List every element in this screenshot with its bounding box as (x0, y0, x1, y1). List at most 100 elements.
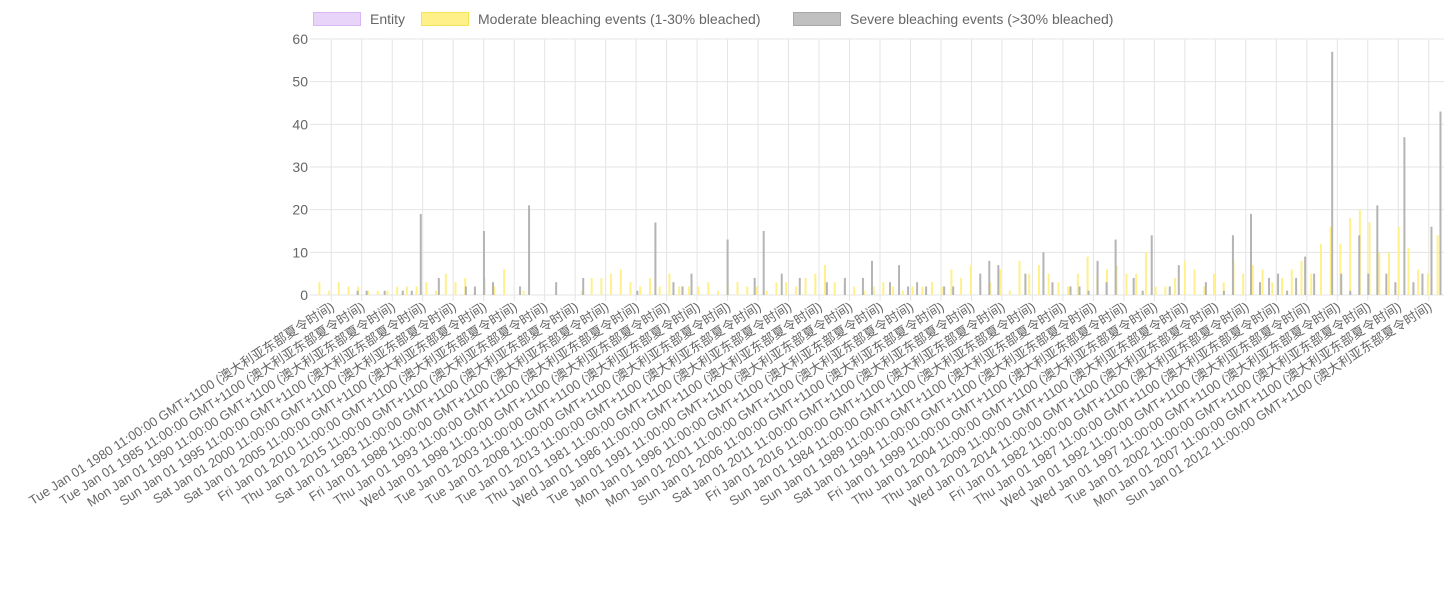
legend-swatch-severe (793, 12, 841, 26)
moderate-bar (736, 282, 739, 295)
severe-bar (1286, 290, 1289, 295)
moderate-bar (853, 286, 856, 295)
y-tick-label: 30 (292, 159, 308, 175)
y-tick-label: 20 (292, 202, 308, 218)
moderate-bar (1261, 269, 1264, 295)
severe-bar (1367, 273, 1370, 295)
moderate-bar (989, 282, 992, 295)
severe-bar (1132, 277, 1135, 295)
moderate-bar (824, 265, 827, 295)
severe-bar (1150, 235, 1153, 295)
severe-bar (690, 273, 693, 295)
moderate-bar (882, 282, 885, 295)
severe-bar (861, 277, 864, 295)
legend-item-severe[interactable]: Severe bleaching events (>30% bleached) (793, 11, 1113, 27)
moderate-bar (629, 282, 632, 295)
moderate-bar (1281, 277, 1284, 295)
moderate-bar (755, 286, 758, 295)
moderate-bar (522, 290, 525, 295)
severe-bar (1051, 282, 1054, 295)
moderate-bar (619, 269, 622, 295)
severe-bar (419, 213, 422, 295)
moderate-bar (405, 286, 408, 295)
moderate-bar (697, 286, 700, 295)
severe-bar (979, 273, 982, 295)
severe-bar (1096, 260, 1099, 295)
moderate-bar (1329, 226, 1332, 295)
moderate-bar (600, 277, 603, 295)
severe-bar (726, 239, 729, 295)
moderate-bar (376, 290, 379, 295)
legend-label-severe: Severe bleaching events (>30% bleached) (850, 11, 1114, 27)
severe-bar (1376, 205, 1379, 295)
moderate-bar (1135, 273, 1138, 295)
moderate-bar (1154, 286, 1157, 295)
y-tick-label: 0 (300, 287, 308, 303)
moderate-bar (1174, 277, 1177, 295)
severe-bar (1105, 282, 1108, 295)
severe-bar (1385, 273, 1388, 295)
severe-bar (1268, 277, 1271, 295)
moderate-bar (658, 286, 661, 295)
severe-bar (401, 290, 404, 295)
legend-label-moderate: Moderate bleaching events (1-30% bleache… (478, 11, 761, 27)
severe-bar (1069, 286, 1072, 295)
legend-label-entity: Entity (370, 11, 406, 27)
severe-bar (916, 282, 919, 295)
moderate-bar (785, 282, 788, 295)
severe-bar (1349, 290, 1352, 295)
legend-item-entity[interactable]: Entity (313, 11, 405, 27)
moderate-bar (1397, 226, 1400, 295)
legend-item-moderate[interactable]: Moderate bleaching events (1-30% bleache… (421, 11, 761, 27)
severe-bar (1394, 282, 1397, 295)
severe-bar (843, 277, 846, 295)
y-tick-label: 60 (292, 31, 308, 47)
moderate-bar (833, 282, 836, 295)
severe-bar (1430, 226, 1433, 295)
severe-bar (1087, 290, 1090, 295)
moderate-bar (337, 282, 340, 295)
y-tick-label: 50 (292, 74, 308, 90)
moderate-bar (746, 286, 749, 295)
severe-bar (825, 282, 828, 295)
severe-bar (798, 277, 801, 295)
moderate-bar (425, 282, 428, 295)
moderate-bar (503, 269, 506, 295)
moderate-bar (1300, 260, 1303, 295)
severe-bar (1403, 137, 1406, 295)
severe-bar (1078, 286, 1081, 295)
severe-bar (762, 231, 765, 295)
moderate-bar (775, 282, 778, 295)
moderate-bar (1212, 273, 1215, 295)
severe-bar (753, 277, 756, 295)
moderate-bar (1203, 286, 1206, 295)
moderate-bar (765, 290, 768, 295)
severe-bar (365, 290, 368, 295)
severe-bar (1042, 252, 1045, 295)
severe-bar (1313, 273, 1316, 295)
moderate-bar (872, 286, 875, 295)
moderate-bar (804, 277, 807, 295)
severe-bar (528, 205, 531, 295)
moderate-bar (1028, 273, 1031, 295)
moderate-bar (814, 273, 817, 295)
severe-bar (410, 290, 413, 295)
severe-bar (582, 277, 585, 295)
moderate-bar (639, 286, 642, 295)
severe-bar (1177, 265, 1180, 295)
moderate-bar (1271, 282, 1274, 295)
moderate-bar (668, 273, 671, 295)
moderate-bar (1407, 248, 1410, 295)
severe-bar (672, 282, 675, 295)
moderate-bar (435, 290, 438, 295)
moderate-bar (493, 286, 496, 295)
severe-bar (907, 286, 910, 295)
severe-bar (482, 231, 485, 295)
moderate-bar (454, 282, 457, 295)
moderate-bar (930, 282, 933, 295)
moderate-bar (1076, 273, 1079, 295)
severe-bar (988, 260, 991, 295)
severe-bar (1439, 111, 1442, 296)
moderate-bar (1144, 252, 1147, 295)
